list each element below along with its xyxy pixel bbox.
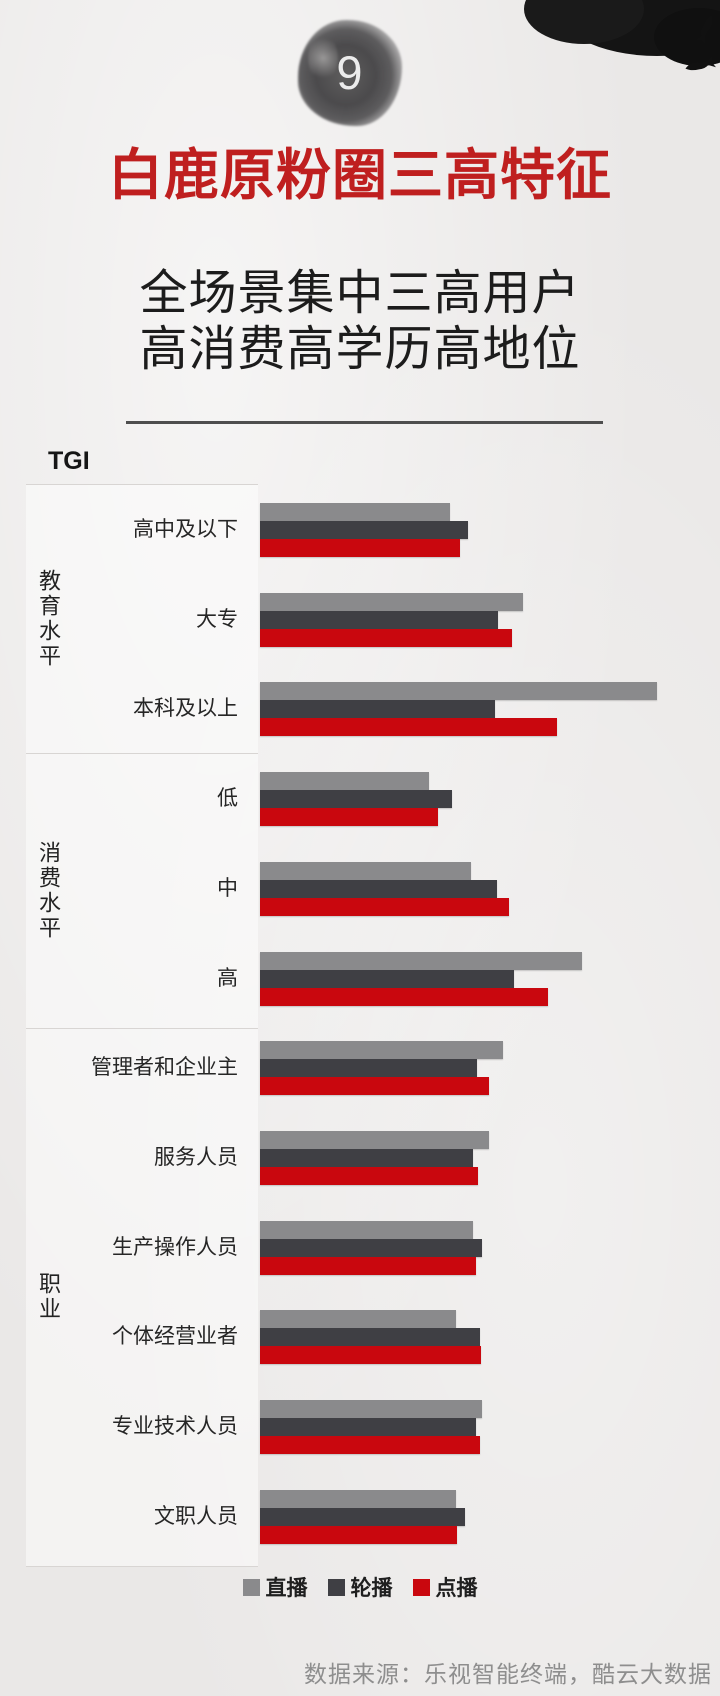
bar-series-1-cat-5 [260,970,514,988]
legend-item-1: 轮播 [327,1572,393,1602]
axis-label-tgi: TGI [48,447,90,475]
subtitle-line-1: 全场景集中三高用户 [139,267,581,320]
bar-series-2-cat-10 [260,1436,480,1454]
bar-series-0-cat-3 [260,772,429,790]
bar-series-2-cat-2 [260,718,557,736]
category-label: 低 [217,787,238,810]
koi-fish-icon [683,54,717,75]
section-label: 职业 [36,1271,61,1322]
bar-series-1-cat-9 [260,1328,480,1346]
page-subtitle: 全场景集中三高用户 高消费高学历高地位 [0,266,720,378]
legend-swatch-icon [412,1578,430,1596]
bar-series-0-cat-6 [260,1041,503,1059]
section-label: 消费水平 [36,840,61,941]
legend-item-0: 直播 [242,1572,308,1602]
ink-blot-icon [298,20,402,126]
category-label: 生产操作人员 [112,1236,238,1259]
bar-series-2-cat-5 [260,988,548,1006]
bar-series-0-cat-4 [260,862,471,880]
bar-series-2-cat-7 [260,1167,478,1185]
legend-item-2: 点播 [412,1572,478,1602]
category-label: 高 [217,967,238,990]
bar-series-1-cat-10 [260,1418,476,1436]
legend-label: 点播 [435,1577,478,1600]
legend-swatch-icon [327,1578,345,1596]
bar-series-0-cat-7 [260,1131,489,1149]
bar-series-2-cat-9 [260,1346,481,1364]
bar-series-0-cat-2 [260,682,657,700]
bar-series-0-cat-9 [260,1310,456,1328]
bar-series-2-cat-3 [260,808,438,826]
bar-series-1-cat-11 [260,1508,465,1526]
category-label: 中 [217,877,238,900]
bar-series-0-cat-8 [260,1221,473,1239]
chart-legend: 直播 轮播 点播 [0,1574,720,1600]
bar-series-1-cat-2 [260,700,495,718]
bar-series-2-cat-11 [260,1526,457,1544]
section-panel [26,1028,258,1567]
category-label: 大专 [196,608,238,631]
bar-series-1-cat-6 [260,1059,477,1077]
bar-series-0-cat-11 [260,1490,456,1508]
legend-label: 轮播 [350,1577,393,1600]
section-panel [26,484,258,754]
category-label: 高中及以下 [133,518,238,541]
category-label: 个体经营业者 [112,1325,238,1348]
section-panel [26,753,258,1029]
bar-series-1-cat-1 [260,611,498,629]
data-source-note: 数据来源：乐视智能终端，酷云大数据 [304,1661,712,1687]
bar-series-1-cat-3 [260,790,452,808]
section-label: 教育水平 [36,568,61,669]
koi-fish-icon [694,12,719,47]
bar-series-0-cat-0 [260,503,450,521]
page-title: 白鹿原粉圈三高特征 [107,144,612,206]
legend-label: 直播 [265,1577,308,1600]
category-label: 文职人员 [154,1505,238,1528]
bar-series-0-cat-5 [260,952,582,970]
ink-cloud-decoration [524,0,720,66]
category-label: 服务人员 [154,1146,238,1169]
chapter-number: 9 [336,45,364,99]
legend-swatch-icon [242,1578,260,1596]
category-label: 专业技术人员 [112,1415,238,1438]
category-label: 本科及以上 [133,697,238,720]
subtitle-line-2: 高消费高学历高地位 [139,323,581,376]
bar-series-1-cat-7 [260,1149,473,1167]
bar-series-2-cat-6 [260,1077,489,1095]
bar-series-1-cat-0 [260,521,468,539]
bar-series-0-cat-10 [260,1400,482,1418]
bar-series-1-cat-8 [260,1239,482,1257]
bar-series-2-cat-1 [260,629,512,647]
bar-series-2-cat-8 [260,1257,476,1275]
divider-line [126,421,603,424]
bar-series-0-cat-1 [260,593,523,611]
bar-series-1-cat-4 [260,880,497,898]
bar-series-2-cat-4 [260,898,509,916]
bar-series-2-cat-0 [260,539,460,557]
category-label: 管理者和企业主 [91,1056,238,1079]
